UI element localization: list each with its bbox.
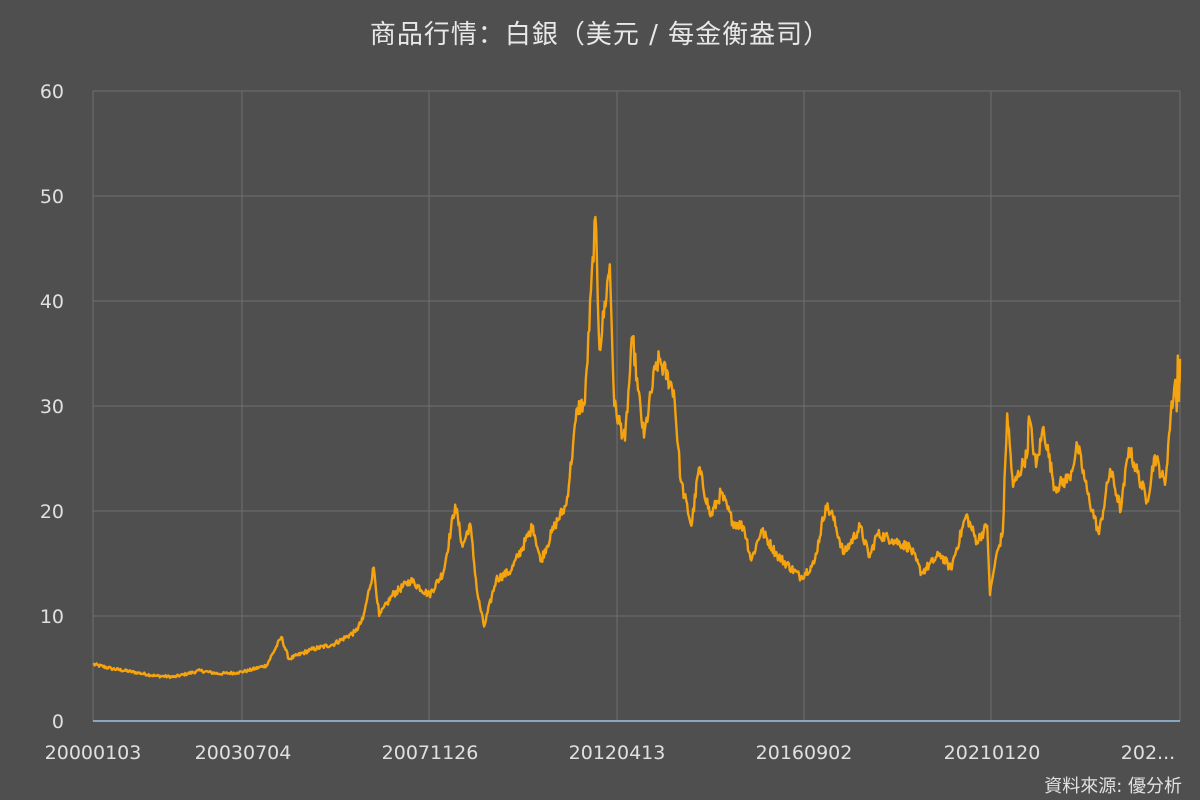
- y-tick-label: 60: [40, 81, 64, 103]
- x-tick-label: 20120413: [569, 742, 666, 764]
- silver-price-line: [92, 215, 1182, 680]
- x-tick-label: 20030704: [195, 742, 292, 764]
- x-tick-label: 20210120: [944, 742, 1041, 764]
- series-line-layer: [92, 215, 1182, 680]
- y-tick-label: 50: [40, 186, 64, 208]
- x-tick-label: 20160902: [756, 742, 853, 764]
- y-tick-label: 40: [40, 291, 64, 313]
- y-tick-label: 20: [40, 501, 64, 523]
- gridlines: [92, 90, 1181, 721]
- y-tick-label: 30: [40, 396, 64, 418]
- x-tick-label: 202...: [1121, 742, 1175, 764]
- y-tick-label: 0: [52, 711, 64, 733]
- source-note: 資料來源: 優分析: [1044, 776, 1182, 797]
- x-tick-label: 20071126: [382, 742, 479, 764]
- y-tick-label: 10: [40, 606, 64, 628]
- x-tick-label: 20000103: [45, 742, 142, 764]
- chart-title: 商品行情：白銀（美元 / 每金衡盎司）: [370, 20, 830, 50]
- axes: 0 10 20 30 40 50 60 20000103 20030704 20071126 201…: [40, 81, 1180, 764]
